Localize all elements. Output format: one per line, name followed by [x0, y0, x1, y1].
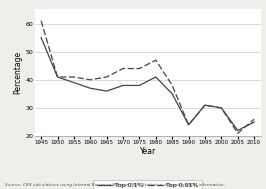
Text: Source: CRS calculations using Internal Revenue Service (IRS) Statistics of Inco: Source: CRS calculations using Internal … [5, 183, 225, 187]
Legend: Top 0.1%, Top 0.01%: Top 0.1%, Top 0.01% [93, 180, 202, 189]
X-axis label: Year: Year [139, 147, 156, 156]
Y-axis label: Percentage: Percentage [14, 51, 23, 94]
